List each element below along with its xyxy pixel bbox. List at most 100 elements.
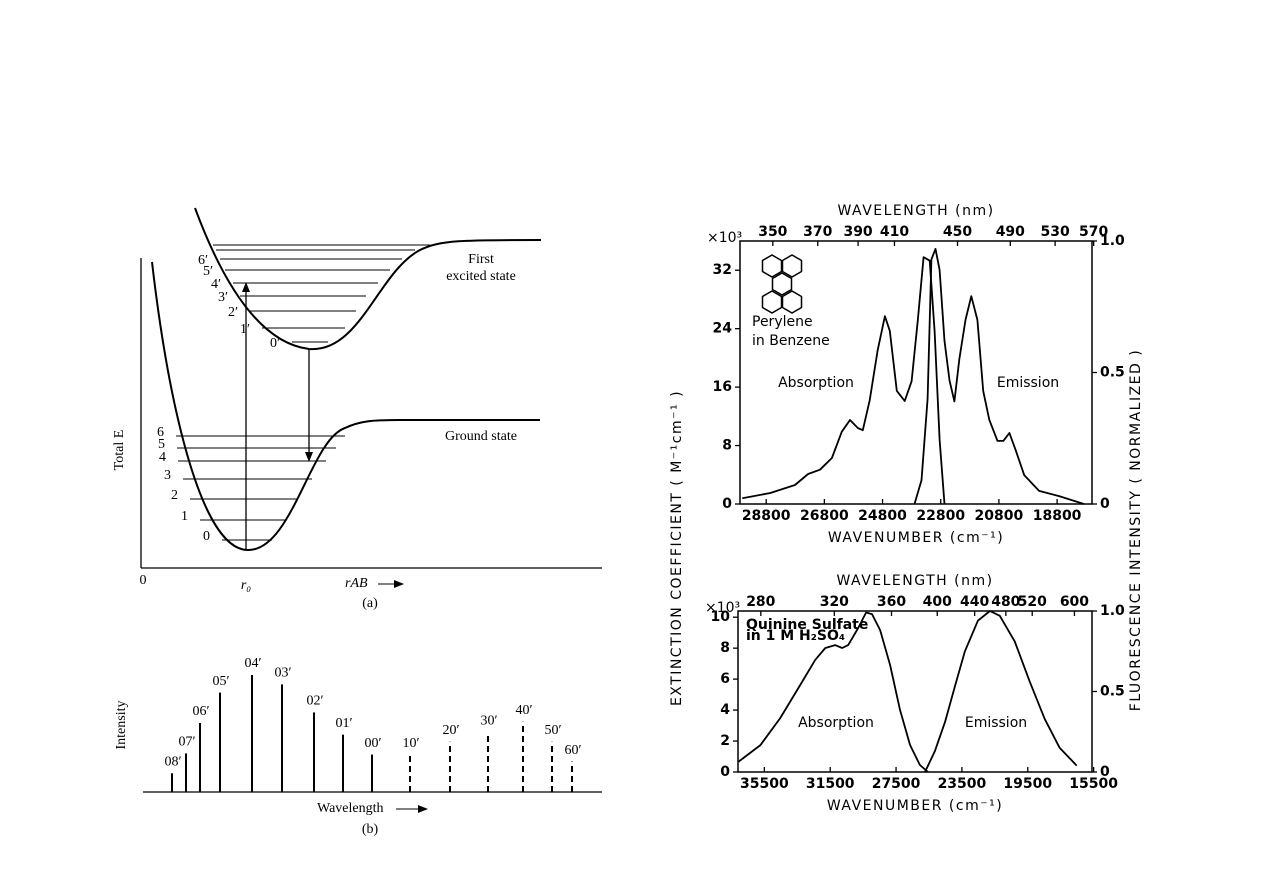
level-label: 0 — [203, 529, 210, 544]
level-label: 0′ — [270, 336, 280, 351]
level-label: 1′ — [240, 322, 250, 337]
x2-tick-label: 520 — [1018, 594, 1047, 610]
x2-tick-label: 450 — [943, 224, 972, 240]
level-label: 1 — [181, 509, 188, 524]
x2-tick-label: 360 — [877, 594, 906, 610]
arrow-head — [394, 580, 404, 588]
state-label: excited state — [446, 269, 516, 284]
stick-label: 20′ — [442, 723, 459, 738]
x-tick-label: 27500 — [872, 776, 921, 792]
axis-title: rAB — [345, 576, 368, 591]
y-tick-label: 24 — [713, 321, 733, 337]
stick-label: 10′ — [402, 736, 419, 751]
x-axis-title: WAVENUMBER (cm⁻¹) — [828, 530, 1004, 546]
stick-label: 07′ — [178, 735, 195, 750]
x2-tick-label: 600 — [1060, 594, 1089, 610]
x2-tick-label: 280 — [746, 594, 775, 610]
axis-origin: 0 — [140, 573, 147, 588]
stick-label: 50′ — [544, 723, 561, 738]
y2-tick-label: 0 — [1100, 496, 1110, 512]
arrow-head — [418, 805, 428, 813]
series-label: Emission — [965, 715, 1027, 731]
state-label: First — [468, 252, 494, 267]
level-label: 2 — [171, 488, 178, 503]
stick-label: 30′ — [480, 714, 497, 729]
ground-state-curve — [151, 261, 540, 552]
molecule-ring — [781, 290, 803, 314]
chart-title: WAVELENGTH (nm) — [837, 203, 994, 219]
y2-tick-label: 0 — [1100, 764, 1110, 780]
spectrum-line — [737, 611, 929, 773]
stick-label: 08′ — [164, 754, 181, 769]
y-axis-title: EXTINCTION COEFFICIENT ( M⁻¹cm⁻¹ ) — [669, 390, 685, 706]
stick-label: 60′ — [564, 743, 581, 758]
molecule-ring — [781, 254, 803, 278]
x-tick-label: 24800 — [858, 508, 907, 524]
series-label: Absorption — [778, 375, 854, 391]
y-tick-label: 0 — [722, 496, 732, 512]
x2-tick-label: 370 — [803, 224, 832, 240]
y-multiplier: ×10³ — [707, 230, 742, 246]
x2-tick-label: 440 — [960, 594, 989, 610]
spectrum-line — [924, 610, 1078, 773]
molecule-ring — [761, 254, 783, 278]
molecule-ring — [771, 272, 793, 296]
stick-label: 40′ — [515, 703, 532, 718]
y2-tick-label: 1.0 — [1100, 603, 1125, 619]
chart-title: WAVELENGTH (nm) — [836, 573, 993, 589]
y2-tick-label: 0.5 — [1100, 365, 1125, 381]
annotation: Quinine Sulfate — [746, 617, 868, 633]
y-tick-label: 4 — [720, 702, 730, 718]
arrow-head — [242, 282, 250, 292]
y-tick-label: 16 — [713, 379, 732, 395]
stick-label: 04′ — [244, 656, 261, 671]
x-tick-label: 23500 — [938, 776, 987, 792]
stick-label: 03′ — [274, 666, 291, 681]
molecule-ring — [761, 290, 783, 314]
series-label: Emission — [997, 375, 1059, 391]
state-label: Ground state — [445, 429, 517, 444]
y-tick-label: 10 — [711, 609, 731, 625]
level-label: 5 — [158, 437, 165, 452]
y-multiplier: ×10³ — [705, 600, 740, 616]
x-axis-title: WAVENUMBER (cm⁻¹) — [827, 798, 1003, 814]
x2-tick-label: 390 — [843, 224, 872, 240]
x2-tick-label: 480 — [991, 594, 1020, 610]
y-tick-label: 32 — [713, 262, 732, 278]
annotation: Perylene — [752, 314, 813, 330]
x2-tick-label: 400 — [923, 594, 952, 610]
stick-label: 06′ — [192, 704, 209, 719]
caption: (a) — [362, 596, 378, 611]
x-tick-label: 15500 — [1069, 776, 1118, 792]
stick-label: 02′ — [306, 694, 323, 709]
stick-label: 01′ — [335, 716, 352, 731]
spectrum-line — [742, 256, 946, 505]
axis-title: Intensity — [114, 701, 129, 750]
x2-tick-label: 410 — [880, 224, 909, 240]
y-tick-label: 0 — [720, 764, 730, 780]
level-label: 4′ — [211, 277, 221, 292]
x-tick-label: 31500 — [806, 776, 855, 792]
x2-tick-label: 490 — [996, 224, 1025, 240]
y2-axis-title: FLUORESCENCE INTENSITY ( NORMALIZED ) — [1128, 349, 1144, 711]
stick-label: 00′ — [364, 736, 381, 751]
level-label: 3 — [164, 468, 171, 483]
x-tick-label: 28800 — [742, 508, 791, 524]
excited-state-curve — [194, 207, 542, 351]
x-tick-label: 19500 — [1003, 776, 1052, 792]
y-tick-label: 8 — [720, 640, 730, 656]
spectrum-line — [913, 248, 1085, 505]
level-label: 5′ — [203, 264, 213, 279]
x2-tick-label: 530 — [1040, 224, 1069, 240]
x2-tick-label: 570 — [1079, 224, 1108, 240]
x-tick-label: 20800 — [975, 508, 1024, 524]
level-label: 4 — [159, 450, 166, 465]
annotation: in 1 M H₂SO₄ — [746, 628, 845, 644]
x-tick-label: 18800 — [1033, 508, 1082, 524]
level-label: 6 — [157, 425, 164, 440]
r0-label: r₀ — [241, 578, 251, 593]
y2-tick-label: 0.5 — [1100, 684, 1125, 700]
level-label: 2′ — [228, 305, 238, 320]
